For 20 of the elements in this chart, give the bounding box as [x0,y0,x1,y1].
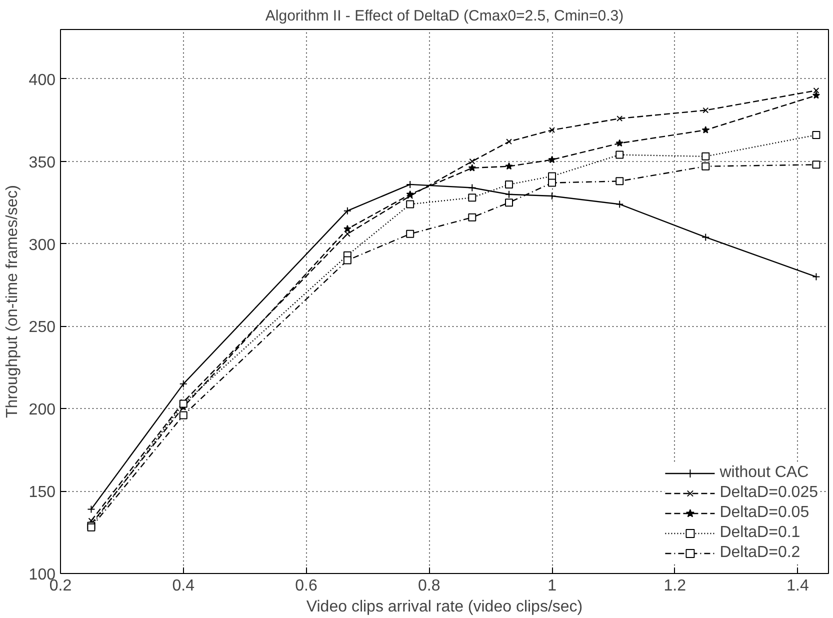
x-tick-label: 0.4 [172,578,195,594]
x-axis-title: Video clips arrival rate (video clips/sec) [306,598,583,616]
legend-label: DeltaD=0.2 [720,544,800,562]
legend-label: DeltaD=0.1 [720,524,800,542]
y-tick-label: 350 [28,154,56,172]
x-tick-label: 1.4 [786,578,810,594]
y-tick-label: 150 [28,484,56,502]
x-tick-label: 1 [548,578,557,594]
y-tick-label: 200 [28,402,56,419]
chart-title: Algorithm II - Effect of DeltaD (Cmax0=2.5, Cmin=0.3) [265,8,624,24]
legend-label: DeltaD=0.05 [720,504,810,522]
x-tick-label: 0.8 [418,578,440,594]
y-tick-label: 400 [28,72,56,89]
x-tick-label: 1.2 [664,578,686,594]
y-axis-title: Throughput (on-time frames/sec) [4,185,21,418]
y-tick-label: 300 [28,236,56,254]
legend-label: without CAC [720,464,809,482]
y-tick-label: 250 [28,319,56,336]
x-tick-label: 0.6 [295,578,318,594]
legend-label: DeltaD=0.025 [720,484,818,502]
